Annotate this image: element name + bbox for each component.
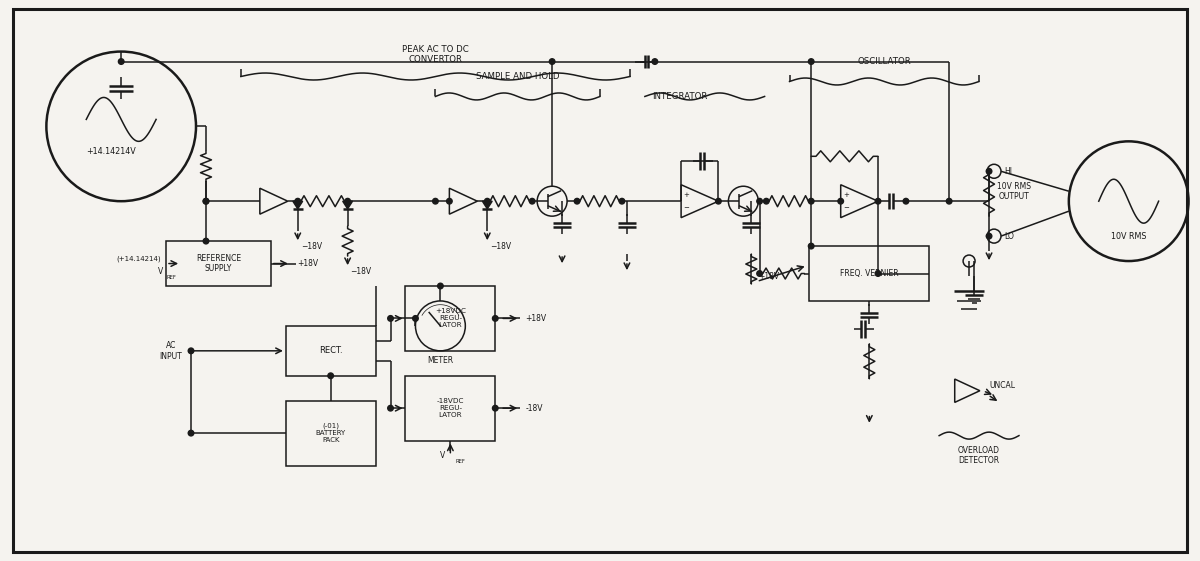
Text: AC
INPUT: AC INPUT (160, 341, 182, 361)
Circle shape (344, 199, 350, 204)
Circle shape (838, 199, 844, 204)
Text: -18VDC
REGU-
LATOR: -18VDC REGU- LATOR (437, 398, 464, 418)
Polygon shape (482, 201, 492, 209)
Text: REF: REF (455, 458, 466, 463)
Text: +14.14214V: +14.14214V (86, 147, 136, 156)
Circle shape (550, 59, 554, 65)
Circle shape (904, 199, 908, 204)
Text: 10V RMS: 10V RMS (1111, 232, 1146, 241)
Circle shape (492, 406, 498, 411)
Circle shape (763, 199, 769, 204)
FancyBboxPatch shape (13, 8, 1187, 553)
Polygon shape (343, 201, 353, 209)
Circle shape (203, 199, 209, 204)
Text: −: − (684, 205, 690, 211)
Circle shape (203, 238, 209, 244)
Text: (-01)
BATTERY
PACK: (-01) BATTERY PACK (316, 423, 346, 443)
Circle shape (492, 316, 498, 321)
Text: HI: HI (1004, 167, 1012, 176)
Circle shape (433, 199, 438, 204)
Circle shape (809, 243, 814, 249)
Text: −: − (844, 205, 850, 211)
Circle shape (986, 168, 992, 174)
Circle shape (388, 316, 394, 321)
Text: −18V: −18V (301, 242, 322, 251)
Text: +: + (684, 192, 690, 197)
Text: +18VDC
REGU-
LATOR: +18VDC REGU- LATOR (434, 309, 466, 328)
Text: OVERLOAD
DETECTOR: OVERLOAD DETECTOR (958, 446, 1000, 465)
Text: OSCILLATOR: OSCILLATOR (858, 57, 911, 66)
Text: −18V: −18V (350, 266, 372, 275)
Circle shape (203, 199, 209, 204)
Circle shape (328, 373, 334, 379)
Circle shape (757, 271, 762, 277)
Text: +18V: +18V (758, 272, 780, 280)
Circle shape (619, 199, 625, 204)
Text: UNCAL: UNCAL (990, 381, 1016, 390)
Circle shape (119, 59, 124, 65)
Polygon shape (293, 201, 302, 209)
Circle shape (529, 199, 535, 204)
Circle shape (413, 316, 419, 321)
Text: −18V: −18V (491, 242, 511, 251)
Text: (+14.14214): (+14.14214) (116, 255, 161, 262)
Circle shape (188, 430, 194, 436)
Text: METER: METER (427, 356, 454, 365)
Text: +18V: +18V (296, 259, 318, 268)
Circle shape (295, 199, 300, 204)
Circle shape (652, 59, 658, 65)
Text: +: + (844, 192, 850, 197)
Circle shape (947, 199, 952, 204)
Text: +18V: +18V (526, 314, 546, 323)
Text: PEAK AC TO DC
CONVERTOR: PEAK AC TO DC CONVERTOR (402, 45, 469, 65)
Text: -18V: -18V (526, 404, 542, 413)
Circle shape (757, 199, 762, 204)
Circle shape (809, 59, 814, 65)
Text: V: V (158, 267, 163, 276)
Text: LO: LO (1004, 232, 1014, 241)
Circle shape (875, 271, 881, 277)
Text: REFERENCE
SUPPLY: REFERENCE SUPPLY (196, 254, 241, 273)
Circle shape (388, 406, 394, 411)
Circle shape (438, 283, 443, 289)
Circle shape (485, 199, 490, 204)
Text: V: V (440, 451, 445, 460)
Circle shape (575, 199, 580, 204)
Text: SAMPLE AND HOLD: SAMPLE AND HOLD (476, 72, 559, 81)
Circle shape (188, 348, 194, 353)
Circle shape (446, 199, 452, 204)
Circle shape (875, 199, 881, 204)
Circle shape (715, 199, 721, 204)
Text: RECT.: RECT. (319, 346, 342, 355)
Text: 10V RMS
OUTPUT: 10V RMS OUTPUT (997, 182, 1031, 201)
Circle shape (809, 199, 814, 204)
Text: FREQ. VERNIER: FREQ. VERNIER (840, 269, 899, 278)
Circle shape (986, 233, 992, 239)
Text: REF: REF (166, 274, 176, 279)
Text: INTEGRATOR: INTEGRATOR (652, 92, 708, 101)
